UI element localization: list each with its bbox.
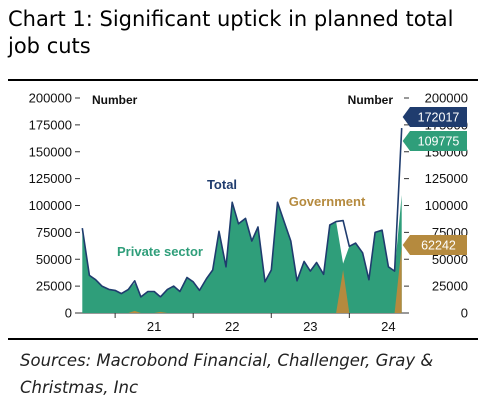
left-y-tick-label: 50000	[36, 252, 72, 267]
left-axis-unit: Number	[92, 93, 138, 107]
title-rule	[8, 79, 478, 81]
chart-title: Chart 1: Significant uptick in planned t…	[8, 7, 454, 58]
left-y-tick-label: 25000	[36, 279, 72, 294]
right-y-tick-label: 125000	[425, 171, 468, 186]
right-y-tick-label: 200000	[425, 91, 468, 106]
private-sector-area	[82, 195, 402, 313]
left-y-tick-label: 175000	[29, 117, 72, 132]
left-y-tick-label: 0	[65, 306, 72, 321]
left-y-tick-label: 125000	[29, 171, 72, 186]
right-y-tick-label: 0	[461, 306, 468, 321]
series-label-government: Government	[289, 194, 366, 209]
source-rule	[8, 338, 478, 340]
total-end-label-badge	[402, 107, 467, 127]
left-y-tick-label: 150000	[29, 144, 72, 159]
right-axis-unit: Number	[348, 93, 394, 107]
right-y-tick-label: 100000	[425, 198, 468, 213]
government-end-label-badge	[402, 235, 467, 255]
series-label-private-sector: Private sector	[117, 244, 203, 259]
government-end-label: 62242	[421, 239, 456, 253]
x-tick-label: 24	[381, 319, 395, 334]
left-y-tick-label: 200000	[29, 91, 72, 106]
right-y-tick-label: 50000	[432, 252, 468, 267]
left-y-tick-label: 75000	[36, 225, 72, 240]
total-end-label: 172017	[418, 111, 460, 125]
source-note: Sources: Macrobond Financial, Challenger…	[20, 351, 434, 397]
total-line	[81, 128, 403, 298]
x-tick-label: 21	[147, 319, 161, 334]
right-y-tick-label: 25000	[432, 279, 468, 294]
x-tick-label: 23	[303, 319, 317, 334]
x-tick-label: 22	[225, 319, 239, 334]
private-sector-end-label-badge	[402, 131, 467, 151]
series-label-total: Total	[207, 177, 237, 192]
private-sector-end-label: 109775	[418, 135, 460, 149]
left-y-tick-label: 100000	[29, 198, 72, 213]
